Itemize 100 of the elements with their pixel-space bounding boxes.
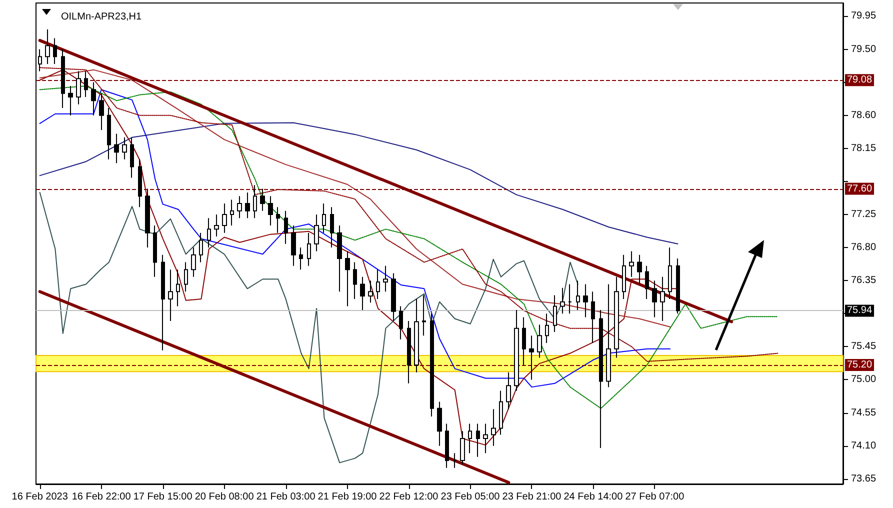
candlestick — [284, 210, 288, 244]
text: 76.80 — [851, 242, 876, 254]
candlestick — [99, 92, 104, 131]
candlestick — [138, 158, 142, 208]
text: 75.45 — [851, 341, 876, 352]
text: 74.10 — [851, 440, 876, 452]
candlestick — [583, 284, 588, 318]
x-tick-label: 16 Feb 22:00 — [72, 492, 132, 502]
candlestick — [391, 272, 396, 322]
text: 73.65 — [851, 473, 876, 484]
candlestick — [299, 247, 303, 270]
candlestick — [360, 276, 365, 310]
x-tick-label: 22 Feb 12:00 — [379, 492, 439, 502]
candlestick — [591, 291, 595, 344]
candlestick — [407, 320, 411, 384]
candlestick — [222, 202, 227, 234]
x-tick-label: 27 Feb 07:00 — [625, 492, 685, 502]
ref-line-label: 77.60 — [847, 183, 872, 194]
text: 79.95 — [851, 10, 876, 22]
candlestick — [45, 28, 50, 64]
candlestick — [437, 401, 442, 446]
candlestick — [207, 218, 211, 248]
candlestick — [576, 280, 580, 310]
candlestick — [368, 280, 373, 304]
candlestick — [84, 70, 88, 98]
candlestick — [214, 214, 219, 238]
candlestick — [560, 287, 565, 314]
candlestick — [537, 324, 542, 358]
candlestick — [76, 70, 81, 105]
candlestick — [145, 188, 150, 248]
candlestick — [237, 196, 242, 219]
candlestick — [307, 232, 311, 266]
x-tick-label: 21 Feb 19:00 — [318, 492, 378, 502]
candlestick — [660, 276, 665, 322]
candlestick — [399, 306, 403, 340]
candlestick — [453, 452, 457, 468]
candlestick — [676, 258, 680, 314]
candlestick — [191, 247, 196, 278]
candlestick — [253, 184, 257, 219]
candlestick — [383, 265, 388, 292]
candlestick — [314, 214, 319, 252]
candlestick — [629, 250, 634, 278]
candlestick — [245, 192, 250, 219]
candlestick — [91, 82, 96, 116]
x-tick-label: 16 Feb 2023 — [12, 492, 68, 502]
candlestick — [114, 133, 119, 164]
candlestick — [430, 313, 434, 417]
candlestick — [176, 269, 180, 307]
candlestick — [122, 136, 127, 160]
candlestick — [445, 423, 449, 468]
candlestick — [330, 206, 334, 248]
candlestick — [414, 298, 419, 373]
ref-line-label: 75.20 — [847, 360, 872, 371]
text: 78.60 — [851, 110, 876, 121]
candlestick — [652, 280, 657, 318]
candlestick — [268, 196, 273, 226]
candlestick — [38, 48, 42, 72]
text: 78.15 — [851, 142, 876, 154]
candlestick — [491, 408, 496, 446]
candlestick — [476, 423, 480, 458]
text: 79.50 — [851, 44, 876, 55]
x-tick-label: 20 Feb 08:00 — [194, 492, 254, 502]
candlestick — [61, 48, 65, 109]
candlestick — [522, 316, 526, 366]
candlestick — [599, 309, 603, 449]
candlestick — [68, 85, 73, 116]
candlestick — [506, 372, 511, 410]
candlestick — [345, 250, 350, 307]
candlestick — [184, 262, 188, 292]
candlestick — [545, 313, 549, 344]
text: 74.55 — [851, 407, 876, 418]
x-tick-label: 17 Feb 15:00 — [133, 492, 193, 502]
candlestick — [422, 294, 426, 336]
candlestick — [168, 269, 173, 322]
candlestick — [553, 294, 557, 332]
candlestick — [199, 232, 203, 263]
candlestick — [668, 247, 672, 300]
text: 77.25 — [851, 208, 876, 220]
ref-line-label: 79.08 — [847, 74, 872, 86]
candlestick — [529, 335, 534, 380]
x-tick-label: 23 Feb 21:00 — [502, 492, 562, 502]
candlestick — [322, 202, 326, 234]
candlestick — [376, 269, 380, 300]
text: OILMn-APR23,H1 — [61, 12, 142, 22]
candlestick — [53, 38, 57, 64]
candlestick — [130, 136, 134, 178]
candlestick — [483, 423, 488, 454]
candlestick — [153, 225, 157, 278]
candlestick — [645, 265, 649, 300]
candlestick — [460, 430, 465, 465]
candlestick — [468, 423, 472, 454]
candlestick — [337, 225, 342, 292]
candlestick — [514, 309, 519, 392]
candlestick — [568, 284, 572, 314]
candlestick — [637, 254, 642, 285]
candlestick — [499, 390, 503, 436]
candlestick — [353, 262, 357, 300]
x-tick-label: 23 Feb 05:00 — [440, 492, 500, 502]
x-tick-label: 24 Feb 14:00 — [564, 492, 624, 502]
ref-line-label: 75.94 — [847, 305, 872, 316]
